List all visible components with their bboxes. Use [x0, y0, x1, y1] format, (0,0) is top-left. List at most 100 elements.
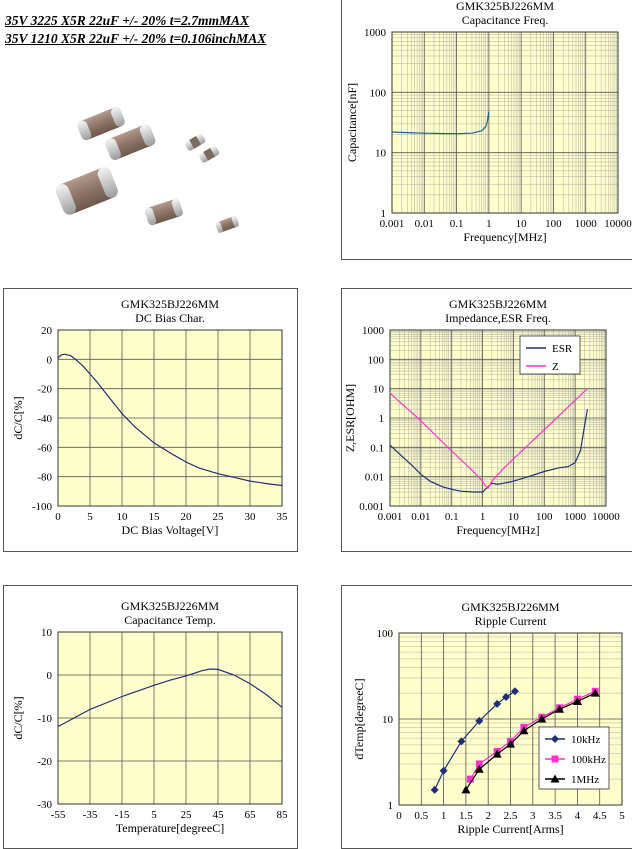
y-tick-label: 0.01	[365, 472, 384, 484]
x-tick-label: 10	[516, 218, 528, 230]
chart-title: GMK325BJ226MM	[449, 297, 547, 311]
y-tick-label: 1	[379, 413, 385, 425]
y-tick-label: -20	[37, 384, 52, 396]
chart-title: GMK325BJ226MM	[456, 0, 554, 13]
x-tick-label: 65	[245, 809, 257, 821]
data-point-triangle	[519, 726, 529, 735]
x-tick-label: 0.01	[411, 511, 430, 523]
chart-impedance: GMK325BJ226MM Impedance,ESR Freq. 0.001 0.0…	[341, 288, 632, 552]
y-tick-label: 100	[370, 87, 387, 99]
series-line-esr	[389, 409, 588, 493]
x-tick-label: 0.5	[414, 810, 428, 822]
chart-subtitle: Impedance,ESR Freq.	[445, 311, 551, 325]
x-tick-label: 10	[117, 511, 129, 523]
x-tick-label: 1	[441, 810, 447, 822]
x-tick-label: 4.5	[593, 810, 607, 822]
y-tick-label: 10	[382, 714, 394, 726]
x-tick-label: -35	[83, 809, 98, 821]
header-line-2: 35V 1210 X5R 22uF +/- 20% t=0.106inchMAX	[5, 31, 267, 46]
legend-label: ESR	[552, 343, 573, 355]
y-tick-label: 0.1	[370, 442, 384, 454]
data-point-diamond	[493, 699, 502, 708]
chart-title: GMK325BJ226MM	[121, 599, 219, 613]
y-tick-label: -40	[37, 413, 52, 425]
plot-frame	[398, 632, 623, 806]
y-tick-label: 100	[377, 628, 394, 640]
legend: 10kHz 100kHz 1MHz	[538, 726, 610, 790]
data-point-square	[475, 760, 483, 768]
x-tick-label: 5	[619, 810, 625, 822]
data-point-diamond	[430, 785, 439, 794]
x-tick-label: 4	[575, 810, 581, 822]
plot-frame	[57, 631, 283, 805]
y-tick-label: 0	[47, 354, 53, 366]
legend-marker-square	[551, 755, 559, 763]
x-tick-label: 0.001	[380, 218, 405, 230]
data-point-triangle	[572, 696, 582, 705]
legend-box	[519, 335, 581, 375]
x-tick-label: 10000	[592, 511, 620, 523]
x-tick-label: -15	[115, 809, 130, 821]
capacitor-photo	[56, 107, 239, 233]
x-tick-label: 30	[245, 511, 257, 523]
x-tick-label: 0.1	[445, 511, 459, 523]
x-tick-label: 5	[87, 511, 93, 523]
data-point-triangle	[492, 749, 502, 758]
x-tick-label: 15	[149, 511, 161, 523]
x-tick-label: 1.5	[459, 810, 473, 822]
product-header: 35V 3225 X5R 22uF +/- 20% t=2.7mmMAX 35V…	[5, 12, 266, 48]
x-axis-label: Frequency[MHz]	[456, 523, 539, 537]
grid	[391, 31, 619, 214]
y-tick-label: 1000	[362, 325, 385, 337]
y-tick-label: -80	[37, 472, 52, 484]
x-tick-label: 10000	[604, 218, 632, 230]
x-tick-label: 25	[181, 809, 193, 821]
chart-title: GMK325BJ226MM	[121, 297, 219, 311]
data-point-triangle	[590, 688, 600, 697]
x-axis-label: DC Bias Voltage[V]	[122, 523, 219, 537]
chart-subtitle: Ripple Current	[475, 614, 547, 628]
x-tick-label: -55	[51, 809, 66, 821]
plot-area	[392, 32, 618, 213]
x-tick-label: 0.1	[450, 218, 464, 230]
legend-marker-diamond	[551, 735, 559, 743]
x-tick-label: 35	[277, 511, 289, 523]
y-tick-label: 10	[41, 627, 53, 639]
legend: ESR Z	[519, 335, 581, 375]
legend-label: Z	[552, 361, 559, 373]
x-tick-label: 100	[536, 511, 553, 523]
plot-frame	[57, 329, 283, 507]
x-tick-label: 25	[213, 511, 225, 523]
y-tick-label: 0	[47, 670, 53, 682]
x-tick-label: 3	[530, 810, 536, 822]
x-tick-label: 85	[277, 809, 289, 821]
y-tick-label: 20	[41, 325, 53, 337]
y-tick-label: 10	[373, 384, 385, 396]
y-tick-label: -100	[32, 501, 53, 513]
y-tick-label: 1000	[364, 27, 387, 39]
chart-subtitle: Capacitance Temp.	[124, 613, 216, 627]
y-axis-label: Capacitance[nF]	[345, 83, 359, 162]
series-line-0	[57, 668, 283, 728]
y-tick-label: -30	[37, 799, 52, 811]
x-axis-label: Frequency[MHz]	[463, 230, 546, 244]
data-point-diamond	[439, 766, 448, 775]
y-tick-label: 1	[388, 800, 394, 812]
y-axis-label: dC/C[%]	[11, 696, 25, 739]
y-tick-label: -20	[37, 756, 52, 768]
x-tick-label: 1	[486, 218, 492, 230]
y-tick-label: 10	[375, 148, 387, 160]
chart-ripple-current: GMK325BJ226MM Ripple Current 0 0.5 1 1.5 2 2.5 3…	[341, 585, 632, 849]
x-tick-label: 0.001	[378, 511, 403, 523]
x-tick-label: 2	[485, 810, 491, 822]
legend-label: 10kHz	[571, 734, 600, 746]
chart-capacitance-freq: GMK325BJ226MM Capacitance Freq. 0.001 0.01 0…	[341, 0, 632, 260]
data-point-triangle	[555, 704, 565, 713]
x-tick-label: 100	[545, 218, 562, 230]
y-axis-label: dC/C[%]	[11, 396, 25, 439]
chart-subtitle: DC Bias Char.	[135, 311, 205, 325]
data-point-diamond	[475, 716, 484, 725]
x-tick-label: 1000	[564, 511, 587, 523]
